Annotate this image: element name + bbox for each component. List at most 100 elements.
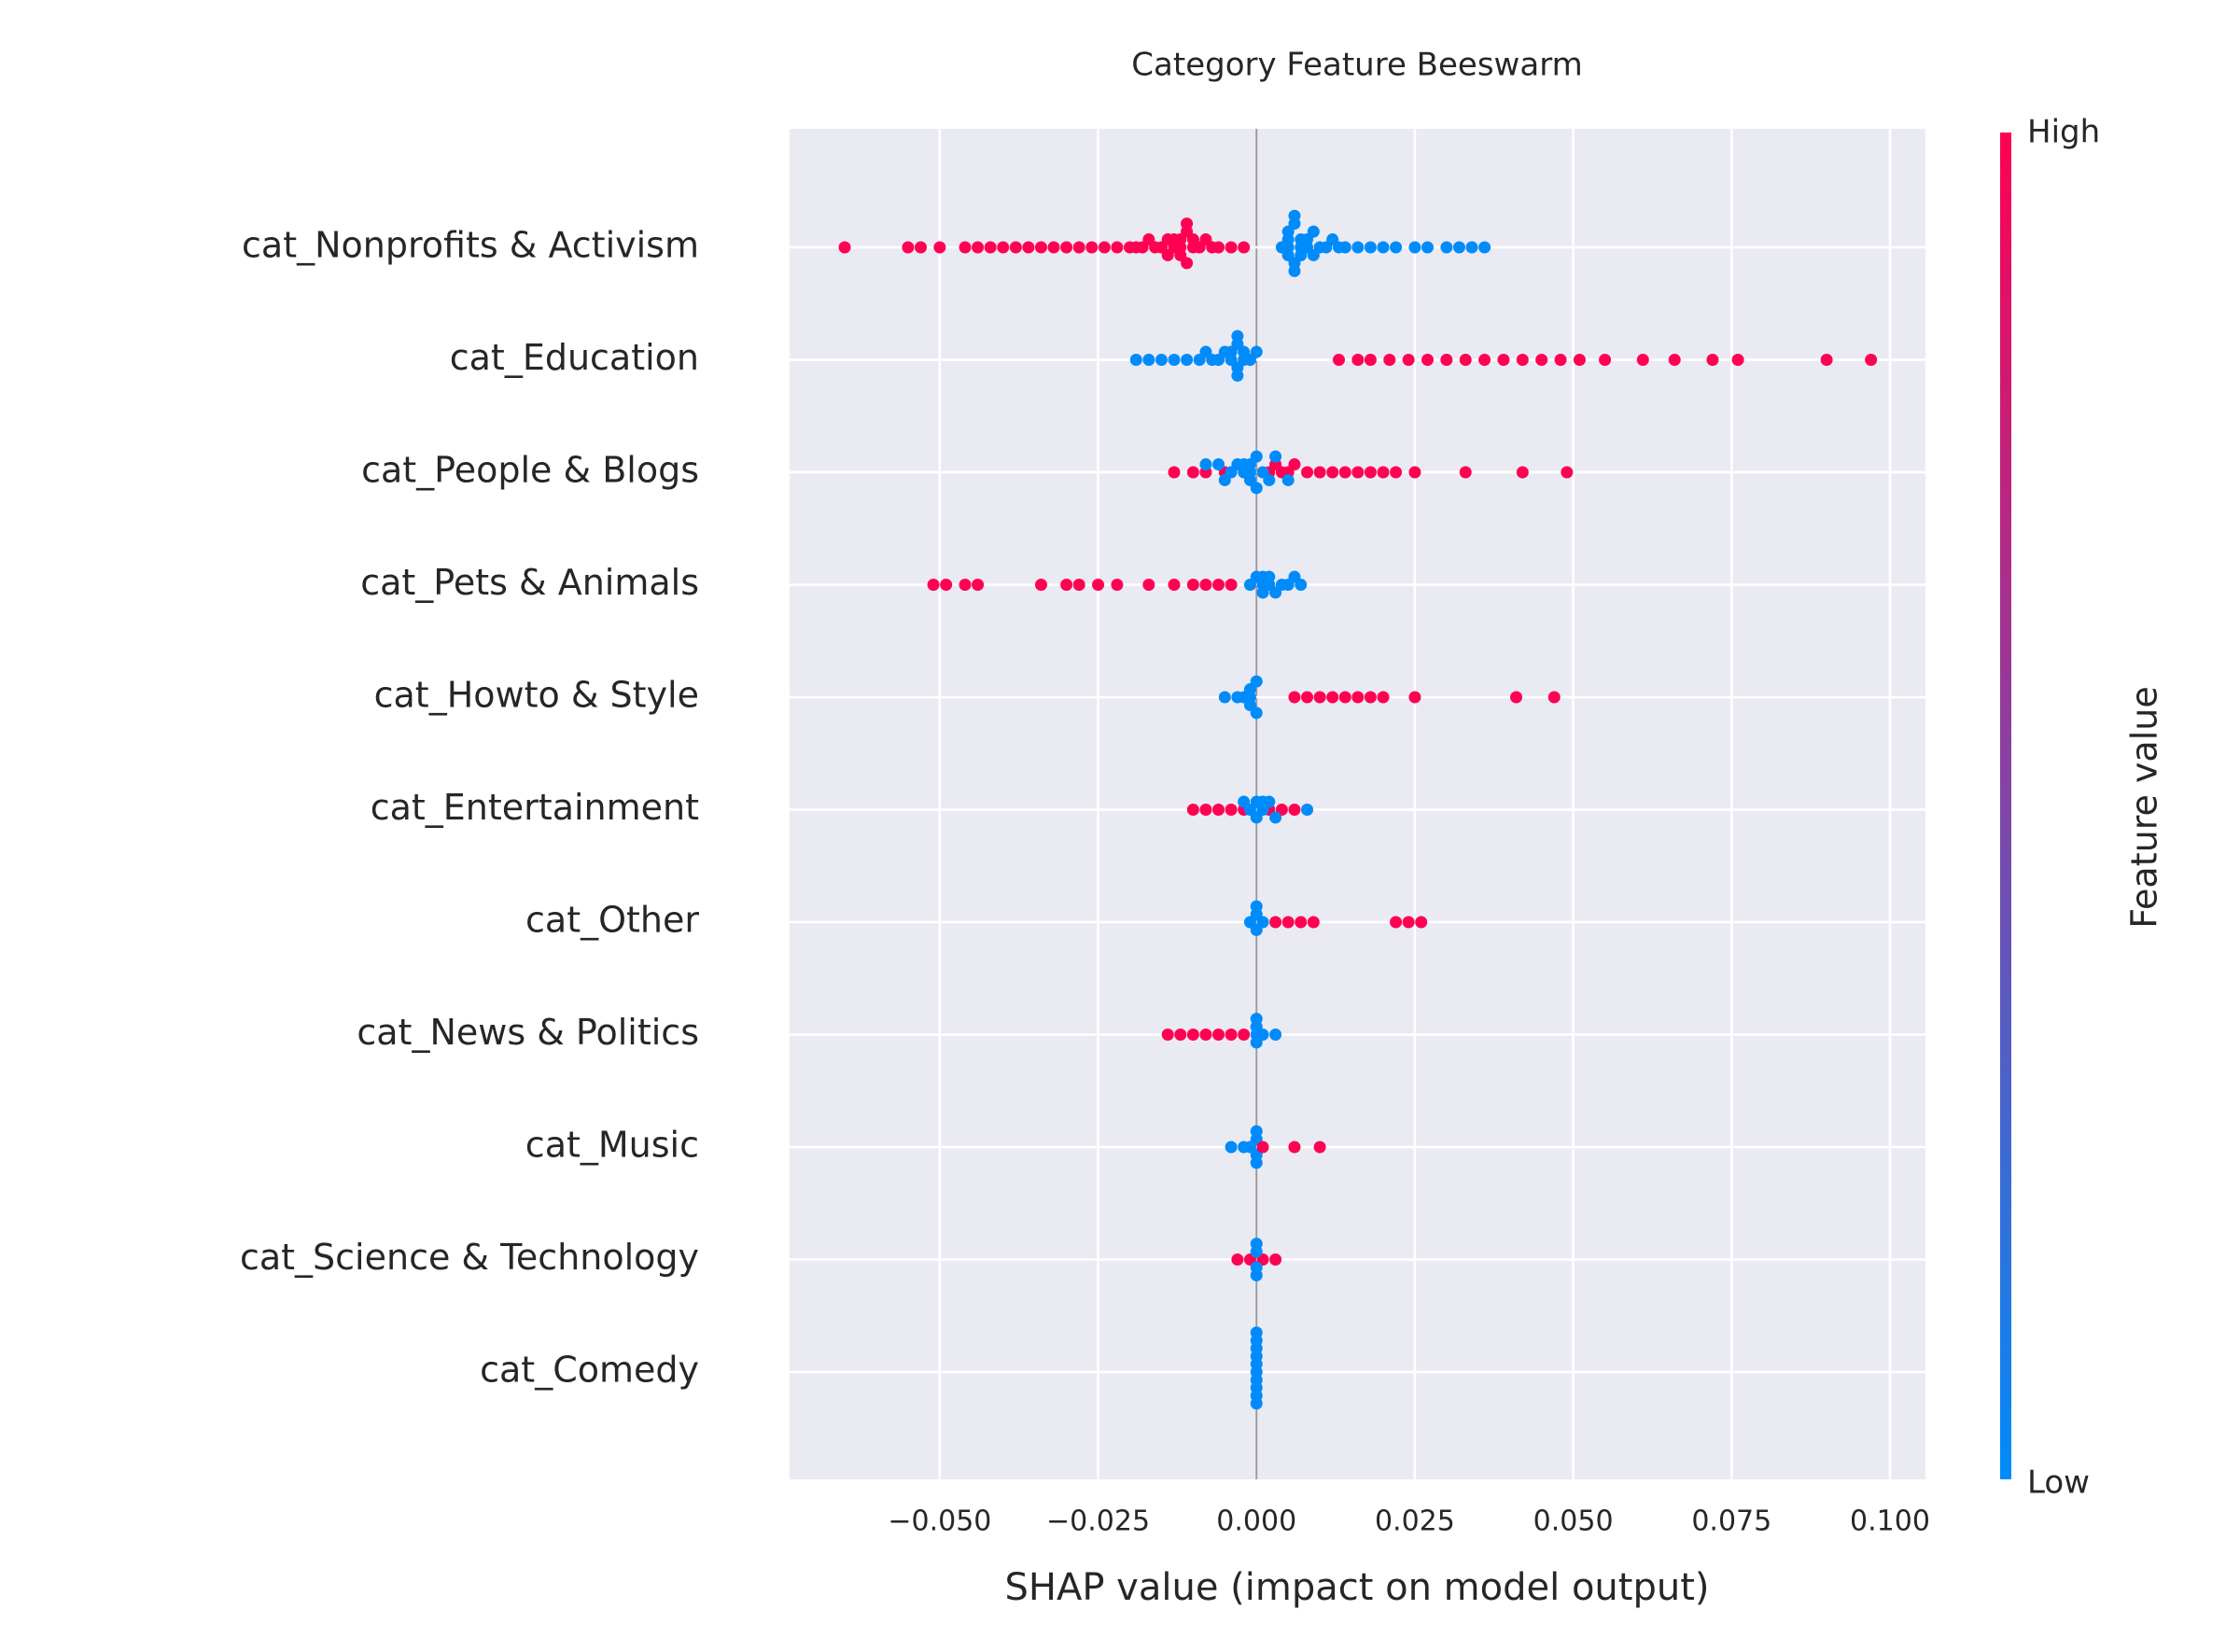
dot xyxy=(1186,579,1199,591)
x-tick-label: 0.075 xyxy=(1691,1505,1771,1538)
dot xyxy=(1465,241,1478,254)
dot xyxy=(1281,473,1295,486)
dot xyxy=(1288,691,1301,704)
dot xyxy=(1364,691,1377,704)
dot xyxy=(1820,354,1833,366)
y-tick-label: cat_Pets & Animals xyxy=(360,562,699,603)
dot xyxy=(1199,579,1212,591)
dot xyxy=(1326,691,1339,704)
dot xyxy=(1281,916,1295,929)
dot xyxy=(1307,916,1320,929)
dot xyxy=(1034,241,1047,254)
dot xyxy=(1047,241,1060,254)
y-tick-label: cat_Howto & Style xyxy=(374,675,699,716)
dot xyxy=(1092,579,1105,591)
dot xyxy=(972,241,985,254)
dot xyxy=(1269,1253,1282,1266)
dot xyxy=(1072,579,1085,591)
dot xyxy=(1186,466,1199,479)
dot xyxy=(1111,579,1124,591)
dot xyxy=(1231,369,1244,382)
dot xyxy=(1377,691,1390,704)
dot xyxy=(1256,1029,1269,1041)
dot xyxy=(1421,354,1435,366)
dot xyxy=(1225,579,1238,591)
dot xyxy=(1129,354,1142,366)
dot xyxy=(1377,241,1390,254)
dot xyxy=(1338,241,1351,254)
dot xyxy=(1181,354,1194,366)
y-tick-label: cat_Entertainment xyxy=(371,787,699,828)
dot xyxy=(1225,1029,1238,1041)
dot xyxy=(1390,241,1403,254)
dot xyxy=(1313,691,1326,704)
colorbar-label: Feature value xyxy=(2124,686,2165,928)
x-axis-label: SHAP value (impact on model output) xyxy=(1005,1566,1710,1609)
dot xyxy=(1250,1397,1263,1410)
dot xyxy=(1295,916,1308,929)
dot xyxy=(1199,804,1212,816)
dot xyxy=(1250,1125,1263,1138)
dot xyxy=(1301,804,1314,816)
dot xyxy=(1288,264,1301,277)
dot xyxy=(1238,1029,1251,1041)
dot xyxy=(1516,354,1529,366)
dot xyxy=(1573,354,1586,366)
dot xyxy=(1186,1029,1199,1041)
dot xyxy=(1415,916,1428,929)
dot xyxy=(1142,579,1155,591)
dot xyxy=(1535,354,1548,366)
dot xyxy=(1510,691,1523,704)
dot xyxy=(1364,466,1377,479)
dot xyxy=(1181,257,1194,270)
dot xyxy=(1452,241,1465,254)
dot xyxy=(1181,217,1194,231)
x-tick-label: 0.000 xyxy=(1216,1505,1296,1538)
dot xyxy=(1269,450,1282,463)
dot xyxy=(1250,450,1263,463)
dot xyxy=(927,579,940,591)
dot xyxy=(1497,354,1510,366)
dot xyxy=(1155,354,1168,366)
dot xyxy=(1459,466,1472,479)
dot xyxy=(1364,241,1377,254)
y-tick-label: cat_Education xyxy=(450,337,699,378)
y-tick-label: cat_News & Politics xyxy=(357,1012,699,1053)
dot xyxy=(1408,241,1421,254)
dot xyxy=(1212,579,1225,591)
dot xyxy=(1168,354,1181,366)
dot xyxy=(1288,209,1301,222)
dot xyxy=(1009,241,1022,254)
dot xyxy=(1111,241,1124,254)
dot xyxy=(1390,466,1403,479)
dot xyxy=(1218,691,1231,704)
dot xyxy=(1288,804,1301,816)
y-tick-label: cat_People & Blogs xyxy=(361,450,699,491)
y-tick-label: cat_Science & Technology xyxy=(240,1237,699,1278)
dot xyxy=(1295,579,1308,591)
dot xyxy=(1390,916,1403,929)
plot-background xyxy=(790,129,1925,1479)
dot xyxy=(1402,916,1415,929)
dot xyxy=(959,241,972,254)
x-tick-label: 0.050 xyxy=(1533,1505,1614,1538)
dot xyxy=(1440,241,1453,254)
dot xyxy=(1199,458,1212,471)
dot xyxy=(1022,241,1035,254)
dot xyxy=(1060,579,1073,591)
dot xyxy=(1212,458,1225,471)
dot xyxy=(1098,241,1111,254)
x-tick-label: 0.100 xyxy=(1850,1505,1930,1538)
colorbar-low-label: Low xyxy=(2027,1464,2090,1502)
dot xyxy=(1212,804,1225,816)
dot xyxy=(1547,691,1561,704)
y-tick-label: cat_Nonprofits & Activism xyxy=(242,225,699,266)
dot xyxy=(1731,354,1744,366)
dot xyxy=(838,241,851,254)
dot xyxy=(1408,466,1421,479)
dot xyxy=(997,241,1010,254)
dot xyxy=(1186,804,1199,816)
dot xyxy=(1338,466,1351,479)
dot xyxy=(1256,916,1269,929)
dot xyxy=(1288,458,1301,471)
